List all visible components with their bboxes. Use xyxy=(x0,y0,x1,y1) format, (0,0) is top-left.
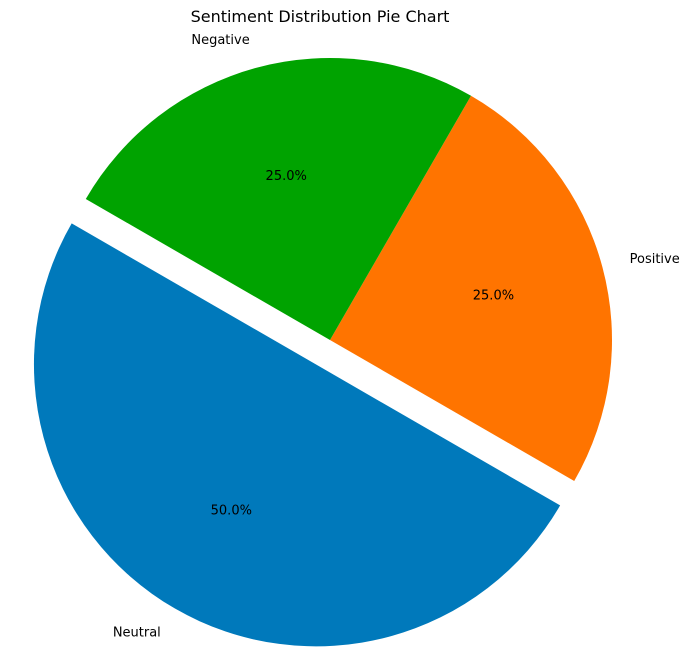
pct-label-positive: 25.0% xyxy=(473,289,514,304)
pie-labels: Positive 25.0% Negative 25.0% Neutral 50.0% xyxy=(113,33,680,641)
pie-slices xyxy=(33,57,612,647)
pie-slice-neutral xyxy=(33,223,561,647)
pct-label-negative: 25.0% xyxy=(266,169,307,184)
pct-label-neutral: 50.0% xyxy=(211,503,252,518)
slice-label-negative: Negative xyxy=(191,33,249,48)
slice-label-positive: Positive xyxy=(630,252,680,267)
pie-slice-positive xyxy=(330,95,612,482)
pie-slice-negative xyxy=(85,57,472,340)
chart-title: Sentiment Distribution Pie Chart xyxy=(190,7,450,26)
slice-label-neutral: Neutral xyxy=(113,626,161,641)
